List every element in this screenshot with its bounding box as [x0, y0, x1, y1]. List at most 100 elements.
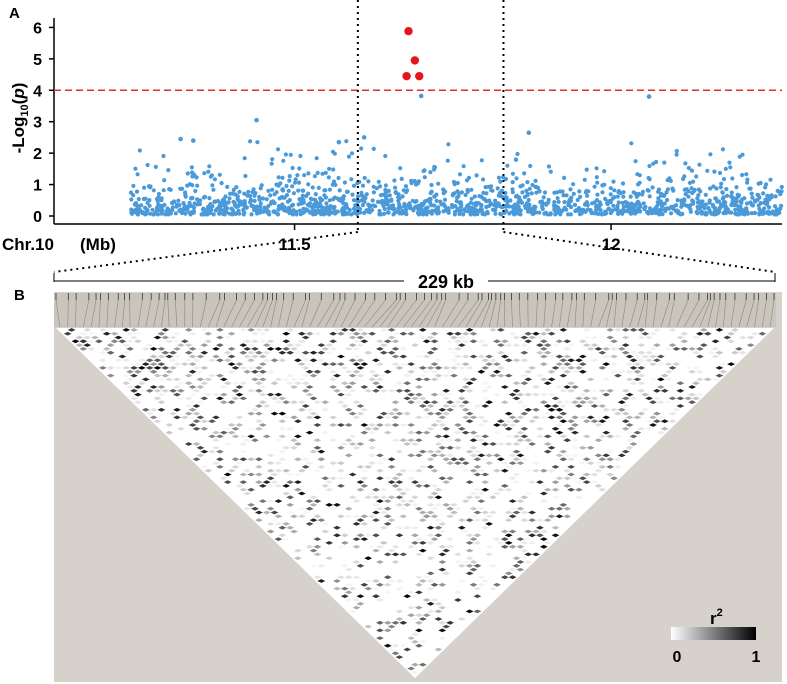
ld-cell [536, 350, 544, 355]
r2-legend: r2 0 1 [671, 607, 761, 666]
ld-cell [282, 484, 291, 488]
ld-cell [258, 354, 267, 359]
ld-cell [415, 643, 423, 648]
snp-point [380, 199, 385, 204]
ld-cell [493, 582, 501, 587]
ld-cell [465, 571, 474, 576]
ld-cell [188, 369, 197, 374]
ld-cell [216, 373, 224, 378]
ld-cell [329, 339, 337, 344]
ld-cell [227, 354, 236, 359]
ld-cell [575, 404, 583, 408]
ld-cell [438, 423, 447, 427]
snp-point [268, 193, 273, 198]
snp-point [686, 194, 691, 199]
snp-point [176, 198, 181, 203]
snp-point [750, 195, 755, 200]
ld-cell [536, 525, 544, 530]
ld-cell [407, 476, 415, 481]
ld-cell [641, 331, 650, 336]
ld-cell [539, 484, 548, 488]
ld-cell [438, 544, 447, 549]
snp-point [190, 138, 196, 143]
snp-point [646, 94, 652, 99]
ld-cell [430, 514, 439, 519]
ld-cell [216, 358, 224, 363]
ld-cell [481, 487, 490, 492]
snp-point [391, 207, 396, 212]
snp-point [248, 139, 253, 144]
ld-cell [387, 579, 396, 583]
ld-cell [532, 461, 540, 465]
snp-point [588, 208, 593, 213]
ld-cell [387, 518, 396, 522]
snp-point [288, 152, 293, 157]
ld-cell [130, 396, 138, 401]
snp-connector-line [348, 299, 366, 328]
ld-cell [438, 628, 447, 633]
ld-cell [457, 617, 466, 621]
ld-cell [290, 445, 298, 450]
ld-cell [395, 579, 404, 583]
snp-point [670, 186, 675, 191]
ld-cell [520, 556, 529, 561]
ld-cell [563, 369, 572, 374]
ld-cell [719, 369, 728, 374]
snp-point [509, 210, 514, 215]
ld-cell [575, 495, 583, 500]
snp-point [455, 206, 460, 211]
ld-cell [317, 350, 326, 355]
ld-cell [559, 373, 568, 378]
snp-point [641, 201, 646, 206]
ld-cell [126, 331, 134, 336]
ld-cell [184, 350, 193, 355]
snp-point [594, 198, 600, 203]
snp-point [503, 195, 508, 200]
ld-cell [426, 579, 435, 583]
ld-cell [516, 544, 525, 549]
ld-cell [500, 544, 509, 549]
snp-point [620, 181, 626, 186]
snp-point [204, 210, 210, 215]
snp-point [674, 152, 679, 157]
snp-point [762, 206, 767, 211]
ld-cell [204, 392, 213, 397]
ld-cell [337, 514, 345, 519]
ld-cell [516, 392, 525, 397]
ld-cell [696, 347, 704, 351]
snp-point [404, 212, 409, 217]
ld-cell [610, 339, 618, 344]
ld-cell [270, 396, 279, 401]
snp-point [252, 193, 257, 198]
snp-point [211, 187, 216, 192]
ld-cell [516, 567, 525, 572]
ld-cell [438, 415, 447, 420]
ld-cell [161, 328, 170, 332]
ld-cell [247, 328, 255, 332]
snp-point [470, 209, 475, 214]
ld-cell [477, 575, 486, 580]
snp-point [376, 199, 381, 204]
ld-cell [434, 601, 443, 606]
snp-point [135, 172, 140, 177]
snp-point [566, 203, 571, 208]
snp-point [642, 206, 647, 212]
ld-cell [442, 503, 451, 507]
snp-point [616, 211, 621, 216]
ld-cell [239, 449, 248, 454]
snp-point [452, 182, 457, 187]
ld-cell [594, 438, 603, 443]
ld-cell [668, 366, 677, 370]
ld-cell [329, 385, 337, 389]
snp-connector-line [434, 299, 446, 328]
ld-cell [165, 369, 174, 374]
ld-cell [286, 480, 294, 484]
snp-point [230, 191, 235, 196]
ld-cell [481, 366, 490, 370]
ld-cell [539, 499, 548, 503]
ld-cell [63, 331, 72, 336]
ld-cell [539, 544, 548, 549]
ld-cell [415, 506, 423, 511]
ld-cell [184, 442, 193, 446]
ld-cell [391, 407, 400, 412]
